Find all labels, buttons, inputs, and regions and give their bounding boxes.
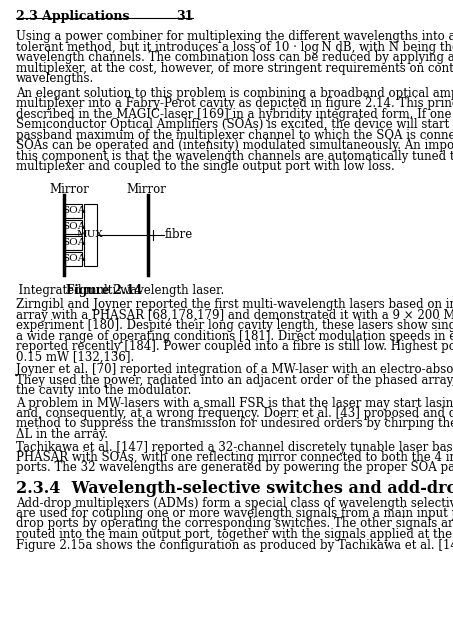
Text: wavelength channels. The combination loss can be reduced by applying a wavelengt: wavelength channels. The combination los… <box>16 51 453 64</box>
Text: multiplexer into a Fabry-Perot cavity as depicted in figure 2.14. This principle: multiplexer into a Fabry-Perot cavity as… <box>16 97 453 110</box>
Text: Semiconductor Optical Amplifiers (SOAs) is excited, the device will start lasing: Semiconductor Optical Amplifiers (SOAs) … <box>16 118 453 131</box>
Text: passband maximum of the multiplexer channel to which the SOA is connected. In pr: passband maximum of the multiplexer chan… <box>16 129 453 141</box>
Text: PHASAR with SOAs, with one reflecting mirror connected to both the 4 input and t: PHASAR with SOAs, with one reflecting mi… <box>16 451 453 464</box>
Bar <box>65 252 82 266</box>
Text: 2.3 Applications: 2.3 Applications <box>16 10 130 23</box>
Bar <box>65 204 82 218</box>
Text: ports. The 32 wavelengths are generated by powering the proper SOA pairs.: ports. The 32 wavelengths are generated … <box>16 461 453 474</box>
Text: reported recently [184]. Power coupled into a fibre is still low. Highest power : reported recently [184]. Power coupled i… <box>16 340 453 353</box>
Text: described in the MAGIC-laser [169] in a hybridity integrated form. If one of the: described in the MAGIC-laser [169] in a … <box>16 108 453 120</box>
Text: Integrated multi-wavelength laser.: Integrated multi-wavelength laser. <box>11 284 224 296</box>
Text: SOA: SOA <box>62 254 85 263</box>
Text: Mirror: Mirror <box>126 182 166 195</box>
Text: Joyner et al. [70] reported integration of a MW-laser with an electro-absorption: Joyner et al. [70] reported integration … <box>16 363 453 376</box>
Text: ΔL in the array.: ΔL in the array. <box>16 428 108 441</box>
Text: this component is that the wavelength channels are automatically tuned to the pa: this component is that the wavelength ch… <box>16 150 453 163</box>
Bar <box>65 220 82 234</box>
Text: They used the power, radiated into an adjacent order of the phased array, to cou: They used the power, radiated into an ad… <box>16 374 453 387</box>
Text: SOA: SOA <box>62 206 85 215</box>
Text: a wide range of operating conditions [181]. Direct modulation speeds in excess o: a wide range of operating conditions [18… <box>16 330 453 342</box>
Text: Tachikawa et al. [147] reported a 32-channel discretely tunable laser based on a: Tachikawa et al. [147] reported a 32-cha… <box>16 440 453 454</box>
Text: 2.3.4  Wavelength-selective switches and add-drop multiplexers: 2.3.4 Wavelength-selective switches and … <box>16 480 453 497</box>
Text: wavelengths.: wavelengths. <box>16 72 94 85</box>
Text: A problem in MW-lasers with a small FSR is that the laser may start lasing in a : A problem in MW-lasers with a small FSR … <box>16 397 453 410</box>
Text: SOA: SOA <box>62 222 85 231</box>
Text: An elegant solution to this problem is combining a broadband optical amplifier a: An elegant solution to this problem is c… <box>16 86 453 99</box>
Text: MUX: MUX <box>77 230 104 239</box>
Text: drop ports by operating the corresponding switches. The other signals are simult: drop ports by operating the correspondin… <box>16 518 453 531</box>
Text: array with a PHASAR [68,178,179] and demonstrated it with a 9 × 200 Mb/s transmi: array with a PHASAR [68,178,179] and dem… <box>16 308 453 321</box>
Bar <box>84 204 97 266</box>
Text: Figure 2.14: Figure 2.14 <box>66 284 142 296</box>
Text: multiplexer, at the cost, however, of more stringent requirements on control of : multiplexer, at the cost, however, of mo… <box>16 61 453 74</box>
Text: Add-drop multiplexers (ADMs) form a special class of wavelength selective switch: Add-drop multiplexers (ADMs) form a spec… <box>16 497 453 509</box>
Text: are used for coupling one or more wavelength signals from a main input port into: are used for coupling one or more wavele… <box>16 507 453 520</box>
Text: experiment [180]. Despite their long cavity length, these lasers show single mod: experiment [180]. Despite their long cav… <box>16 319 453 332</box>
Text: Figure 2.15a shows the configuration as produced by Tachikawa et al. [144,146,14: Figure 2.15a shows the configuration as … <box>16 538 453 552</box>
Text: fibre: fibre <box>165 228 193 241</box>
Text: 31: 31 <box>176 10 193 23</box>
Text: multiplexer and coupled to the single output port with low loss.: multiplexer and coupled to the single ou… <box>16 160 395 173</box>
Text: tolerant method, but it introduces a loss of 10 · log N dB, with N being the num: tolerant method, but it introduces a los… <box>16 40 453 54</box>
Text: 0.15 mW [132,136].: 0.15 mW [132,136]. <box>16 351 135 364</box>
Text: Using a power combiner for multiplexing the different wavelengths into a single : Using a power combiner for multiplexing … <box>16 30 453 43</box>
Text: the cavity into the modulator.: the cavity into the modulator. <box>16 384 192 397</box>
Text: SOAs can be operated and (intensity) modulated simultaneously. An important adva: SOAs can be operated and (intensity) mod… <box>16 139 453 152</box>
Text: and, consequently, at a wrong frequency. Doerr et al. [43] proposed and demonstr: and, consequently, at a wrong frequency.… <box>16 407 453 420</box>
Text: Mirror: Mirror <box>50 182 90 195</box>
Text: method to suppress the transmission for undesired orders by chirping the increme: method to suppress the transmission for … <box>16 417 453 431</box>
Bar <box>65 236 82 250</box>
Text: routed into the main output port, together with the signals applied at the prope: routed into the main output port, togeth… <box>16 528 453 541</box>
Text: SOA: SOA <box>62 238 85 247</box>
Text: Zirngibl and Joyner reported the first multi-wavelength lasers based on integrat: Zirngibl and Joyner reported the first m… <box>16 298 453 311</box>
